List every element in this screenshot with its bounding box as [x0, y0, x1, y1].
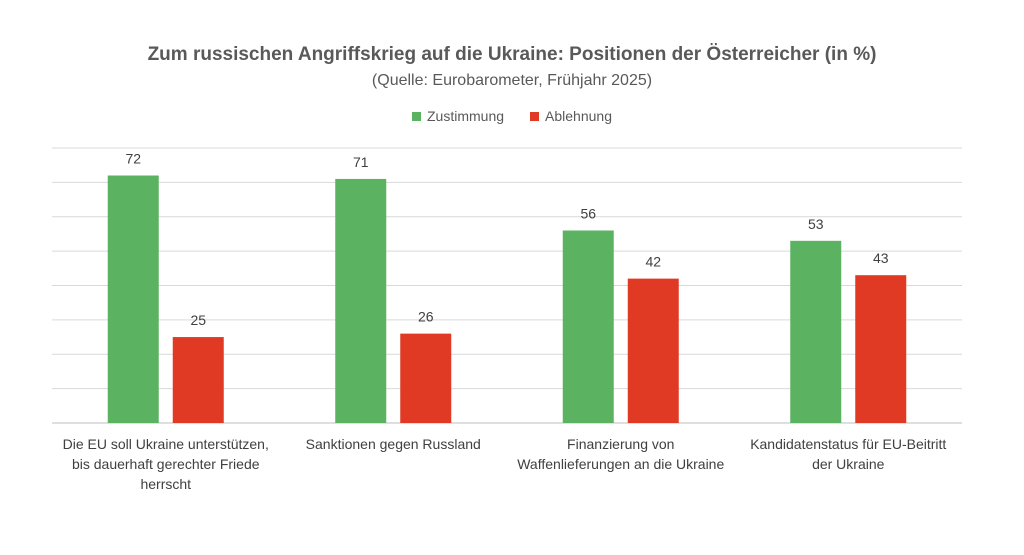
legend-swatch-ablehnung — [530, 111, 540, 121]
category-label-1: Sanktionen gegen Russland — [305, 436, 481, 452]
data-label-ablehnung-1: 26 — [418, 309, 434, 325]
bar-zustimmung-2 — [562, 230, 614, 423]
legend-item-ablehnung: Ablehnung — [530, 108, 612, 124]
category-label-0: Die EU soll Ukraine unterstützen, bis da… — [62, 436, 269, 492]
bar-zustimmung-0 — [107, 175, 159, 423]
data-label-ablehnung-3: 43 — [873, 250, 889, 266]
chart-title: Zum russischen Angriffskrieg auf die Ukr… — [147, 44, 877, 65]
legend-swatch-zustimmung — [412, 111, 421, 121]
data-label-ablehnung-0: 25 — [190, 312, 206, 328]
bar-ablehnung-0 — [172, 337, 224, 423]
data-label-zustimmung-1: 71 — [353, 154, 369, 170]
legend-label-zustimmung: Zustimmung — [427, 108, 505, 124]
data-label-zustimmung-0: 72 — [125, 151, 141, 167]
legend: Zustimmung Ablehnung — [0, 108, 1024, 124]
legend-label-ablehnung: Ablehnung — [545, 108, 612, 124]
bar-ablehnung-1 — [400, 333, 452, 423]
bar-ablehnung-2 — [627, 278, 679, 423]
data-label-zustimmung-3: 53 — [808, 216, 824, 232]
bar-zustimmung-1 — [335, 178, 387, 423]
bar-ablehnung-3 — [855, 275, 907, 423]
data-label-ablehnung-2: 42 — [645, 254, 661, 270]
bar-zustimmung-3 — [790, 240, 842, 423]
category-label-3: Kandidatenstatus für EU-Beitritt der Ukr… — [750, 436, 947, 472]
chart-subtitle: (Quelle: Eurobarometer, Frühjahr 2025) — [371, 72, 653, 89]
data-label-zustimmung-2: 56 — [580, 206, 596, 222]
category-label-2: Finanzierung von Waffenlieferungen an di… — [517, 436, 725, 472]
legend-item-zustimmung: Zustimmung — [412, 108, 504, 124]
